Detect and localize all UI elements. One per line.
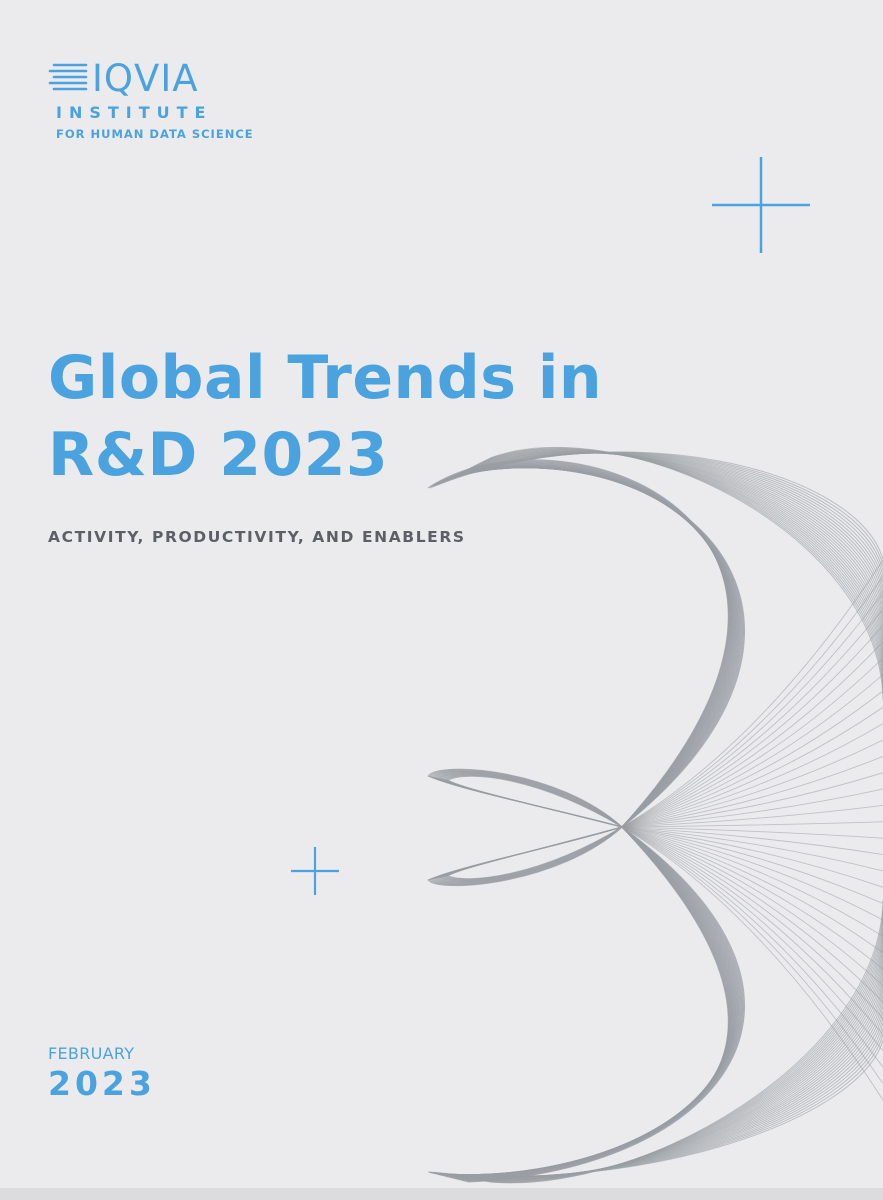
- logo-institute-text: INSTITUTE: [56, 103, 213, 122]
- report-title: Global Trends in R&D 2023: [48, 340, 668, 494]
- publication-year: 2023: [48, 1064, 156, 1103]
- logo-wordmark: IQVIA: [92, 57, 199, 100]
- report-title-line-1: Global Trends in: [48, 343, 603, 413]
- report-title-line-2: R&D 2023: [48, 420, 389, 490]
- plus-cross-icon: [291, 847, 339, 895]
- page-bottom-edge: [0, 1188, 883, 1200]
- report-subtitle: ACTIVITY, PRODUCTIVITY, AND ENABLERS: [48, 528, 466, 546]
- logo-tagline: FOR HUMAN DATA SCIENCE: [56, 127, 254, 141]
- iqvia-institute-logo: IQVIA INSTITUTE FOR HUMAN DATA SCIENCE: [48, 57, 253, 148]
- publication-month: FEBRUARY: [48, 1044, 135, 1063]
- logo-lines-icon: [48, 63, 88, 91]
- plus-cross-icon: [712, 157, 810, 253]
